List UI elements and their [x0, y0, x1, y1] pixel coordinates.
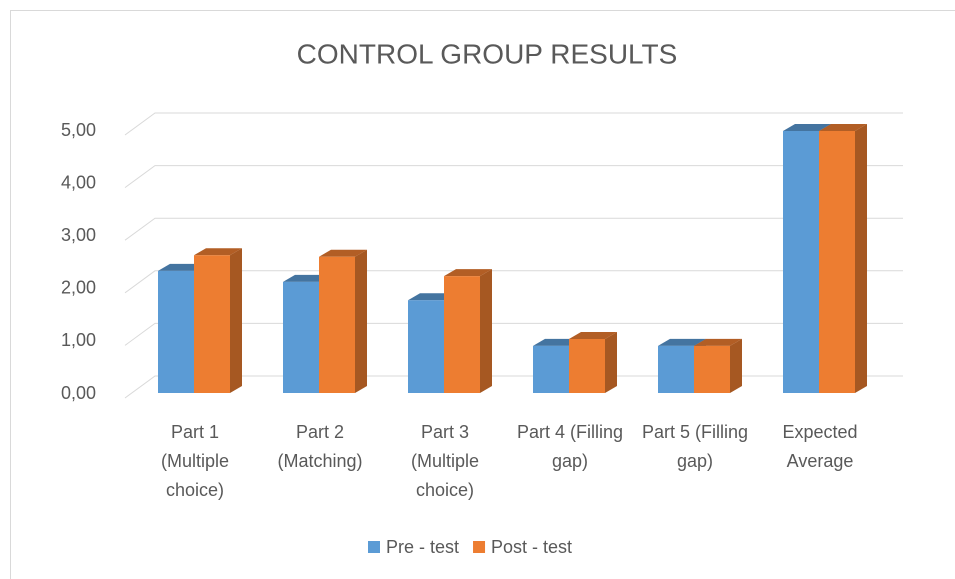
- bar-face: [533, 345, 569, 393]
- legend-swatch: [473, 541, 486, 553]
- bar-face: [694, 338, 742, 346]
- grid-line: [124, 165, 903, 189]
- x-tick-label: Expected Average: [782, 422, 858, 471]
- x-tick-label: Part 4 (Filling gap): [516, 422, 624, 471]
- bar: [819, 124, 867, 393]
- bar-face: [658, 345, 694, 393]
- bar: [569, 332, 617, 393]
- bar-face: [605, 332, 617, 393]
- bar-face: [819, 131, 855, 393]
- legend-swatch: [368, 541, 380, 553]
- chart-border: [10, 10, 955, 579]
- bar-face: [444, 269, 492, 277]
- legend-label: Post - test: [491, 537, 572, 557]
- legend-label: Pre - test: [386, 537, 459, 557]
- y-tick-label: 4,00: [61, 172, 96, 192]
- bar-face: [855, 124, 867, 393]
- bar-face: [480, 269, 492, 393]
- bar-face: [444, 276, 480, 393]
- grid-line: [124, 375, 903, 399]
- bar-face: [319, 249, 367, 257]
- bar-face: [194, 248, 242, 256]
- bar-face: [569, 332, 617, 340]
- bar-face: [730, 338, 742, 393]
- x-tick-label: Part 1 (Multiple choice): [160, 422, 230, 500]
- bar: [444, 269, 492, 393]
- grid-line: [124, 217, 903, 241]
- bar-face: [319, 256, 355, 393]
- bar-face: [694, 345, 730, 393]
- y-tick-label: 3,00: [61, 225, 96, 245]
- grid-line: [124, 112, 903, 136]
- chart-title: CONTROL GROUP RESULTS: [297, 38, 678, 69]
- y-tick-label: 0,00: [61, 383, 96, 403]
- bar: [694, 338, 742, 393]
- bar-face: [783, 131, 819, 393]
- y-tick-label: 2,00: [61, 278, 96, 298]
- grid-line: [124, 322, 903, 346]
- bar-face: [230, 248, 242, 393]
- x-tick-label: Part 5 (Filling gap): [641, 422, 749, 471]
- bar-face: [658, 338, 706, 346]
- bar-face: [408, 300, 444, 393]
- bar-face: [569, 339, 605, 393]
- bar-face: [783, 124, 831, 131]
- bar-face: [158, 270, 194, 393]
- bar-face: [355, 249, 367, 393]
- bar: [319, 249, 367, 393]
- bar-face: [819, 124, 867, 131]
- y-tick-label: 1,00: [61, 330, 96, 350]
- bar-face: [194, 255, 230, 393]
- y-tick-label: 5,00: [61, 120, 96, 140]
- bar: [194, 248, 242, 393]
- grid-line: [124, 270, 903, 294]
- x-tick-label: Part 2 (Matching): [277, 422, 363, 471]
- x-tick-label: Part 3 (Multiple choice): [410, 422, 480, 500]
- bar-face: [283, 281, 319, 393]
